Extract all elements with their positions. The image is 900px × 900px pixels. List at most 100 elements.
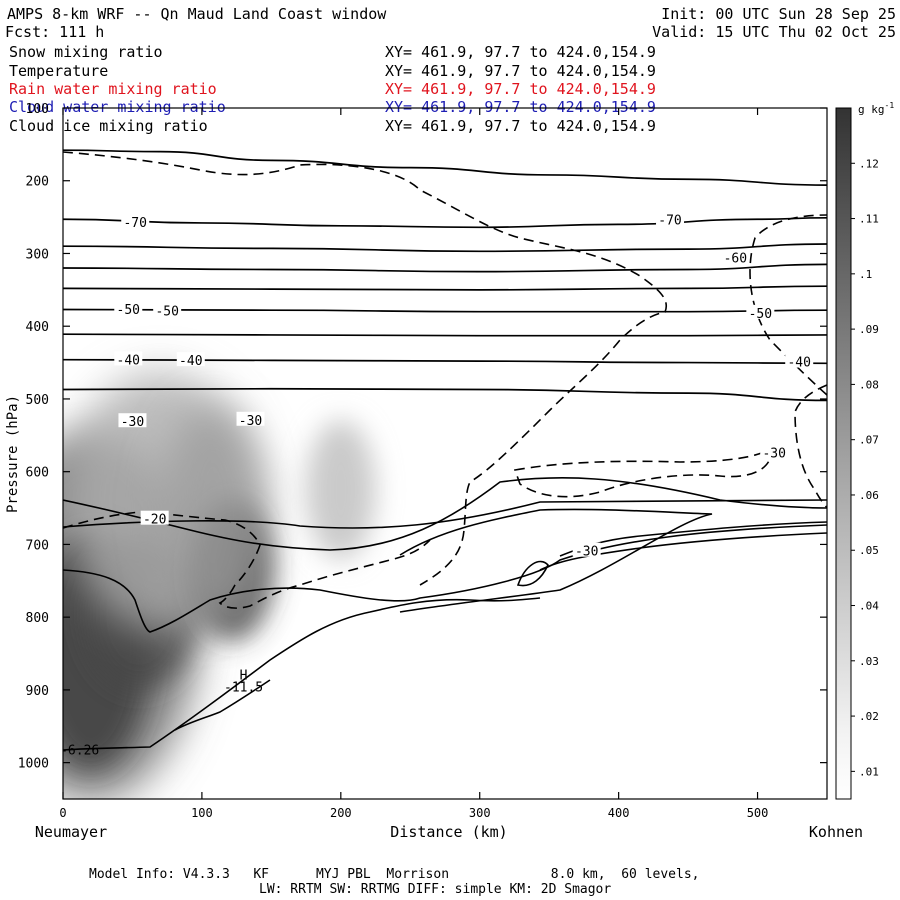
temperature-contour-label: -40 xyxy=(787,356,810,371)
x-tick-label: 400 xyxy=(608,806,630,820)
y-tick-label: 800 xyxy=(26,611,49,626)
colorbar-tick-label: .01 xyxy=(859,765,879,778)
temperature-contour-labels: -70 -70 -60 -50 -50 -50 -40 -40 -40 -30 -30 -30 -30 -… xyxy=(60,211,814,758)
figure-title: AMPS 8-km WRF -- Qn Maud Land Coast wind… xyxy=(7,5,387,23)
colorbar-fill xyxy=(835,107,852,800)
isotherm-8 xyxy=(63,387,827,402)
right-endpoint-label: Kohnen xyxy=(809,823,863,841)
y-tick-label: 700 xyxy=(26,538,49,553)
temperature-contour-label: -60 xyxy=(724,252,747,267)
forecast-hour: Fcst: 111 h xyxy=(5,23,104,41)
field-name-snow: Snow mixing ratio xyxy=(9,43,163,61)
temperature-contour-label: -70 xyxy=(658,214,681,229)
x-tick-label: 300 xyxy=(469,806,491,820)
plot-frame xyxy=(62,107,828,800)
temperature-contour-label: -70 xyxy=(123,216,146,231)
init-time: Init: 00 UTC Sun 28 Sep 25 xyxy=(661,5,896,23)
left-endpoint-label: Neumayer xyxy=(35,823,107,841)
snow-shade-blob xyxy=(305,419,376,560)
temperature-contour-label: -40 xyxy=(117,353,140,368)
x-axis-label: Distance (km) xyxy=(390,823,507,841)
y-tick-label: 1000 xyxy=(18,757,49,772)
colorbar-tick-label: .11 xyxy=(859,213,879,226)
snow-mixing-shading xyxy=(63,370,376,799)
field-name-rain: Rain water mixing ratio xyxy=(9,80,217,98)
temperature-isotherms xyxy=(63,149,827,402)
colorbar-tick-label: .08 xyxy=(859,378,879,391)
cloud-ice-inversion-loop xyxy=(513,446,772,498)
surface-annotation: -11.5 xyxy=(224,681,263,696)
field-xy-rain: XY= 461.9, 97.7 to 424.0,154.9 xyxy=(385,80,656,98)
y-axis-label: Pressure (hPa) xyxy=(5,395,21,513)
x-tick-label: 200 xyxy=(330,806,352,820)
contour-label-bg xyxy=(121,213,150,228)
x-tick-label: 0 xyxy=(59,806,66,820)
temperature-contour-label: -40 xyxy=(179,354,202,369)
temperature-contour-label: -50 xyxy=(117,303,140,318)
field-xy-snow: XY= 461.9, 97.7 to 424.0,154.9 xyxy=(385,43,656,61)
surface-annotation: H xyxy=(240,668,248,683)
temperature-contour-label: -20 xyxy=(143,513,166,528)
isotherm-inversion-top-1 xyxy=(539,532,827,571)
temperature-contour-label: -30 xyxy=(121,415,144,430)
temperature-contour-label: -30 xyxy=(239,414,262,429)
contour-label-bg xyxy=(760,444,789,459)
y-tick-label: 400 xyxy=(26,320,49,335)
isotherm-minus30-lower xyxy=(399,508,713,613)
isotherm-5 xyxy=(63,308,827,313)
isotherm-6 xyxy=(63,333,827,337)
contour-label-bg xyxy=(176,352,205,367)
field-name-cloud-ice: Cloud ice mixing ratio xyxy=(9,117,208,135)
y-tick-label: 200 xyxy=(26,175,49,190)
contour-label-bg xyxy=(114,301,143,316)
isotherm-1 xyxy=(63,216,827,229)
field-xy-cloud-water: XY= 461.9, 97.7 to 424.0,154.9 xyxy=(385,98,656,116)
contour-label-bg xyxy=(140,510,169,525)
contour-label-bg xyxy=(785,353,814,368)
cloud-ice-lower-edge xyxy=(63,511,431,609)
contour-label-bg xyxy=(118,413,147,428)
colorbar-tick-label: .04 xyxy=(859,600,879,613)
surface-annotation: -6.26 xyxy=(60,743,99,758)
isotherm-boundary-layer xyxy=(63,597,541,751)
colorbar-tick-label: .09 xyxy=(859,323,879,336)
cloud-ice-plateau-edge xyxy=(794,384,827,509)
contour-label-bg xyxy=(153,302,182,317)
isotherm-0 xyxy=(63,149,827,186)
contour-label-bg xyxy=(236,411,265,426)
y-tick-label: 300 xyxy=(26,247,49,262)
isotherm-cold-pocket xyxy=(516,560,549,587)
cloud-ice-upper-edge xyxy=(63,151,667,586)
contour-label-bg xyxy=(114,351,143,366)
snow-shade-blob xyxy=(158,405,269,626)
contour-label-bg xyxy=(656,211,685,226)
x-tick-label: 100 xyxy=(191,806,213,820)
y-tick-label: 100 xyxy=(26,102,49,117)
colorbar-tick-label: .07 xyxy=(859,434,879,447)
field-name-temperature: Temperature xyxy=(9,62,108,80)
colorbar-tick-label: .06 xyxy=(859,489,879,502)
contour-label-bg xyxy=(721,249,750,264)
model-info-line2: LW: RRTM SW: RRTMG DIFF: simple KM: 2D S… xyxy=(259,882,611,897)
colorbar-tick-label: .1 xyxy=(859,268,872,281)
contour-label-bg xyxy=(746,304,775,319)
model-info-line1: Model Info: V4.3.3 KF MYJ PBL Morrison 8… xyxy=(89,867,699,882)
colorbar-tick-label: .03 xyxy=(859,655,879,668)
colorbar: .01 .02 .03 .04 .05 .06 .07 .08 .09 .1 .11 .12 g kg… xyxy=(835,101,894,800)
x-tick-label: 500 xyxy=(747,806,769,820)
y-tick-label: 500 xyxy=(26,393,49,408)
colorbar-units: g kg-1 xyxy=(858,101,894,116)
valid-time: Valid: 15 UTC Thu 02 Oct 25 xyxy=(652,23,896,41)
field-xy-cloud-ice: XY= 461.9, 97.7 to 424.0,154.9 xyxy=(385,117,656,135)
field-legend: Snow mixing ratio XY= 461.9, 97.7 to 424… xyxy=(9,43,656,135)
colorbar-units-exponent: -1 xyxy=(885,101,895,110)
colorbar-tick-label: .05 xyxy=(859,544,879,557)
isotherm-4 xyxy=(63,285,827,291)
isotherm-2 xyxy=(63,243,827,253)
colorbar-ticks: .01 .02 .03 .04 .05 .06 .07 .08 .09 .1 .11 .12 xyxy=(851,157,879,778)
y-tick-label: 600 xyxy=(26,466,49,481)
colorbar-units-base: g kg xyxy=(858,103,885,116)
axis-ticks: 100 200 300 400 500 600 700 800 900 1000 0 100 200 30… xyxy=(18,102,827,820)
y-tick-label: 900 xyxy=(26,684,49,699)
isotherm-surface-hook xyxy=(174,679,271,731)
